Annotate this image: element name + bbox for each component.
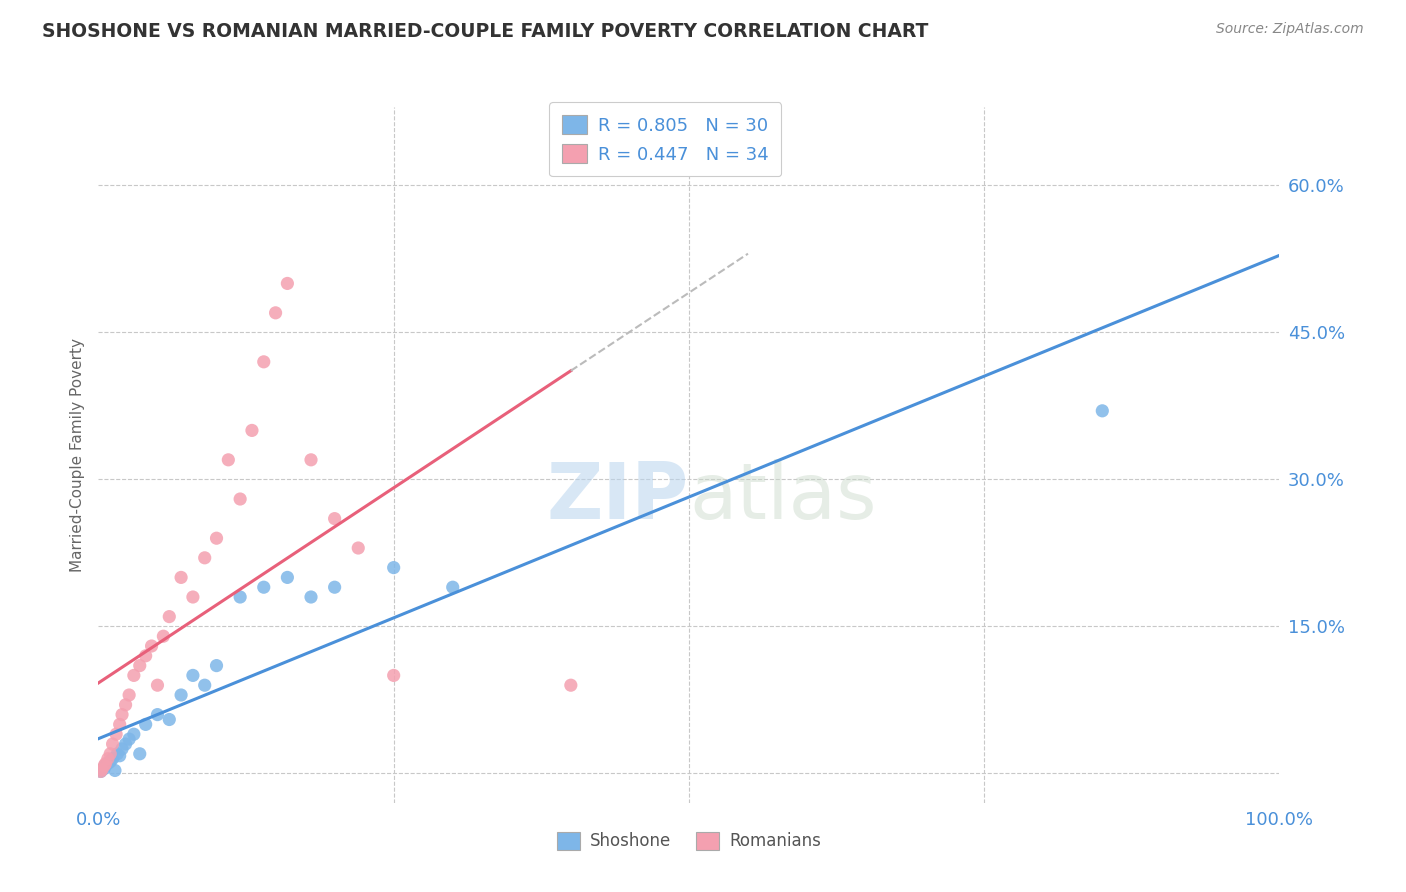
Point (170, 688, 193, 702)
Point (157, 609, 180, 624)
Point (111, 742, 134, 756)
Point (135, 717, 157, 731)
Point (253, 355, 276, 369)
Point (323, 580, 346, 594)
Point (217, 452, 239, 467)
Point (101, 737, 124, 751)
Point (299, 452, 322, 467)
Point (93, 762, 115, 776)
Point (91, 763, 114, 777)
Point (114, 698, 136, 712)
Point (101, 752, 124, 766)
Point (128, 747, 150, 761)
Point (264, 306, 287, 320)
Point (118, 688, 141, 702)
Point (382, 560, 405, 574)
Point (98, 747, 121, 761)
Point (253, 580, 276, 594)
Point (104, 764, 127, 778)
Point (90, 764, 112, 779)
Text: ZIP: ZIP (547, 458, 689, 534)
Point (560, 678, 582, 692)
Y-axis label: Married-Couple Family Poverty: Married-Couple Family Poverty (69, 338, 84, 572)
Point (105, 727, 128, 741)
Point (94, 758, 117, 772)
Point (194, 550, 217, 565)
Point (111, 707, 134, 722)
Point (229, 491, 252, 506)
Point (98, 755, 121, 769)
Point (97, 756, 120, 771)
Point (323, 511, 346, 525)
Text: Source: ZipAtlas.com: Source: ZipAtlas.com (1216, 22, 1364, 37)
Text: atlas: atlas (689, 458, 876, 534)
Point (122, 727, 145, 741)
Point (276, 277, 298, 291)
Legend: Shoshone, Romanians: Shoshone, Romanians (550, 825, 828, 857)
Point (90, 764, 112, 779)
Point (146, 678, 169, 692)
Point (91, 763, 114, 777)
Point (240, 424, 263, 438)
Point (181, 668, 204, 682)
Point (141, 639, 163, 653)
Point (108, 717, 131, 731)
Point (152, 629, 174, 643)
Point (128, 658, 150, 673)
Point (299, 590, 322, 604)
Point (382, 668, 405, 682)
Point (122, 668, 145, 682)
Point (94, 756, 117, 771)
Point (114, 737, 136, 751)
Point (97, 752, 120, 766)
Point (118, 732, 141, 747)
Point (1091, 404, 1114, 418)
Point (170, 570, 193, 584)
Point (135, 648, 157, 663)
Point (194, 678, 217, 692)
Point (93, 758, 115, 772)
Point (105, 747, 128, 761)
Point (347, 541, 370, 555)
Point (205, 531, 228, 545)
Point (441, 580, 464, 594)
Text: SHOSHONE VS ROMANIAN MARRIED-COUPLE FAMILY POVERTY CORRELATION CHART: SHOSHONE VS ROMANIAN MARRIED-COUPLE FAMI… (42, 22, 928, 41)
Point (108, 748, 131, 763)
Point (205, 658, 228, 673)
Point (181, 590, 204, 604)
Point (157, 713, 180, 727)
Point (276, 570, 298, 584)
Point (229, 590, 252, 604)
Point (146, 707, 169, 722)
